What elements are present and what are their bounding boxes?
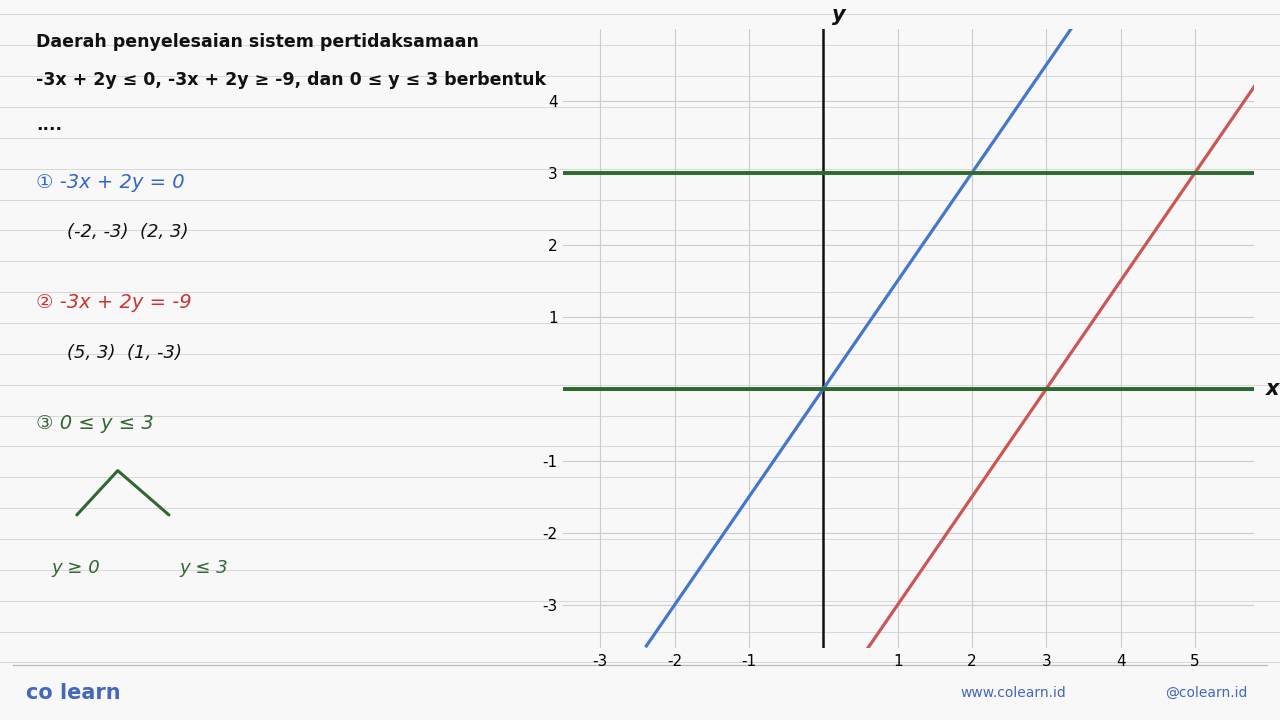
Text: y: y <box>832 5 846 25</box>
Text: x: x <box>1266 379 1279 399</box>
Text: www.colearn.id: www.colearn.id <box>960 685 1066 700</box>
Text: -3x + 2y ≤ 0, -3x + 2y ≥ -9, dan 0 ≤ y ≤ 3 berbentuk: -3x + 2y ≤ 0, -3x + 2y ≥ -9, dan 0 ≤ y ≤… <box>36 71 545 89</box>
Text: y ≤ 3: y ≤ 3 <box>179 559 228 577</box>
Text: ....: .... <box>36 116 61 134</box>
Text: @colearn.id: @colearn.id <box>1165 685 1247 700</box>
Text: (5, 3)  (1, -3): (5, 3) (1, -3) <box>67 344 182 362</box>
Text: co learn: co learn <box>26 683 120 703</box>
Text: (-2, -3)  (2, 3): (-2, -3) (2, 3) <box>67 223 188 241</box>
Text: ② -3x + 2y = -9: ② -3x + 2y = -9 <box>36 293 192 312</box>
Text: Daerah penyelesaian sistem pertidaksamaan: Daerah penyelesaian sistem pertidaksamaa… <box>36 33 479 51</box>
Text: ③ 0 ≤ y ≤ 3: ③ 0 ≤ y ≤ 3 <box>36 413 154 433</box>
Text: y ≥ 0: y ≥ 0 <box>51 559 100 577</box>
Text: ① -3x + 2y = 0: ① -3x + 2y = 0 <box>36 173 184 192</box>
